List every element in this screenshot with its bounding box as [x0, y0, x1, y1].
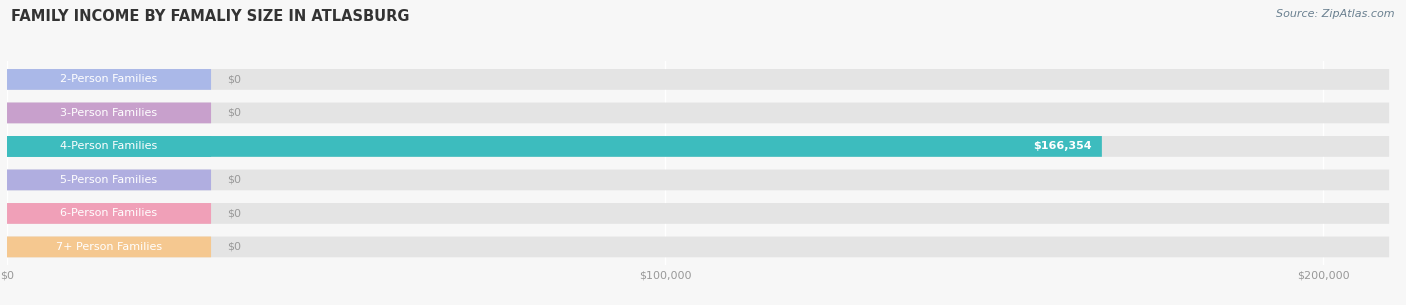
Text: Source: ZipAtlas.com: Source: ZipAtlas.com — [1277, 9, 1395, 19]
Text: FAMILY INCOME BY FAMALIY SIZE IN ATLASBURG: FAMILY INCOME BY FAMALIY SIZE IN ATLASBU… — [11, 9, 409, 24]
FancyBboxPatch shape — [7, 102, 1389, 123]
FancyBboxPatch shape — [7, 237, 1389, 257]
Text: $0: $0 — [226, 242, 240, 252]
FancyBboxPatch shape — [7, 69, 1389, 90]
Text: $0: $0 — [226, 208, 240, 218]
Text: $166,354: $166,354 — [1033, 142, 1091, 151]
Text: 3-Person Families: 3-Person Families — [60, 108, 157, 118]
Text: 4-Person Families: 4-Person Families — [60, 142, 157, 151]
FancyBboxPatch shape — [7, 237, 211, 257]
Text: $0: $0 — [226, 175, 240, 185]
FancyBboxPatch shape — [7, 203, 211, 224]
FancyBboxPatch shape — [7, 136, 1389, 157]
Text: 2-Person Families: 2-Person Families — [60, 74, 157, 84]
FancyBboxPatch shape — [7, 69, 211, 90]
Text: 6-Person Families: 6-Person Families — [60, 208, 157, 218]
FancyBboxPatch shape — [7, 170, 211, 190]
FancyBboxPatch shape — [7, 203, 1389, 224]
FancyBboxPatch shape — [7, 102, 211, 123]
Text: 5-Person Families: 5-Person Families — [60, 175, 157, 185]
FancyBboxPatch shape — [7, 136, 211, 157]
Text: $0: $0 — [226, 74, 240, 84]
Text: $0: $0 — [226, 108, 240, 118]
FancyBboxPatch shape — [7, 170, 1389, 190]
FancyBboxPatch shape — [7, 136, 1102, 157]
Text: 7+ Person Families: 7+ Person Families — [56, 242, 162, 252]
